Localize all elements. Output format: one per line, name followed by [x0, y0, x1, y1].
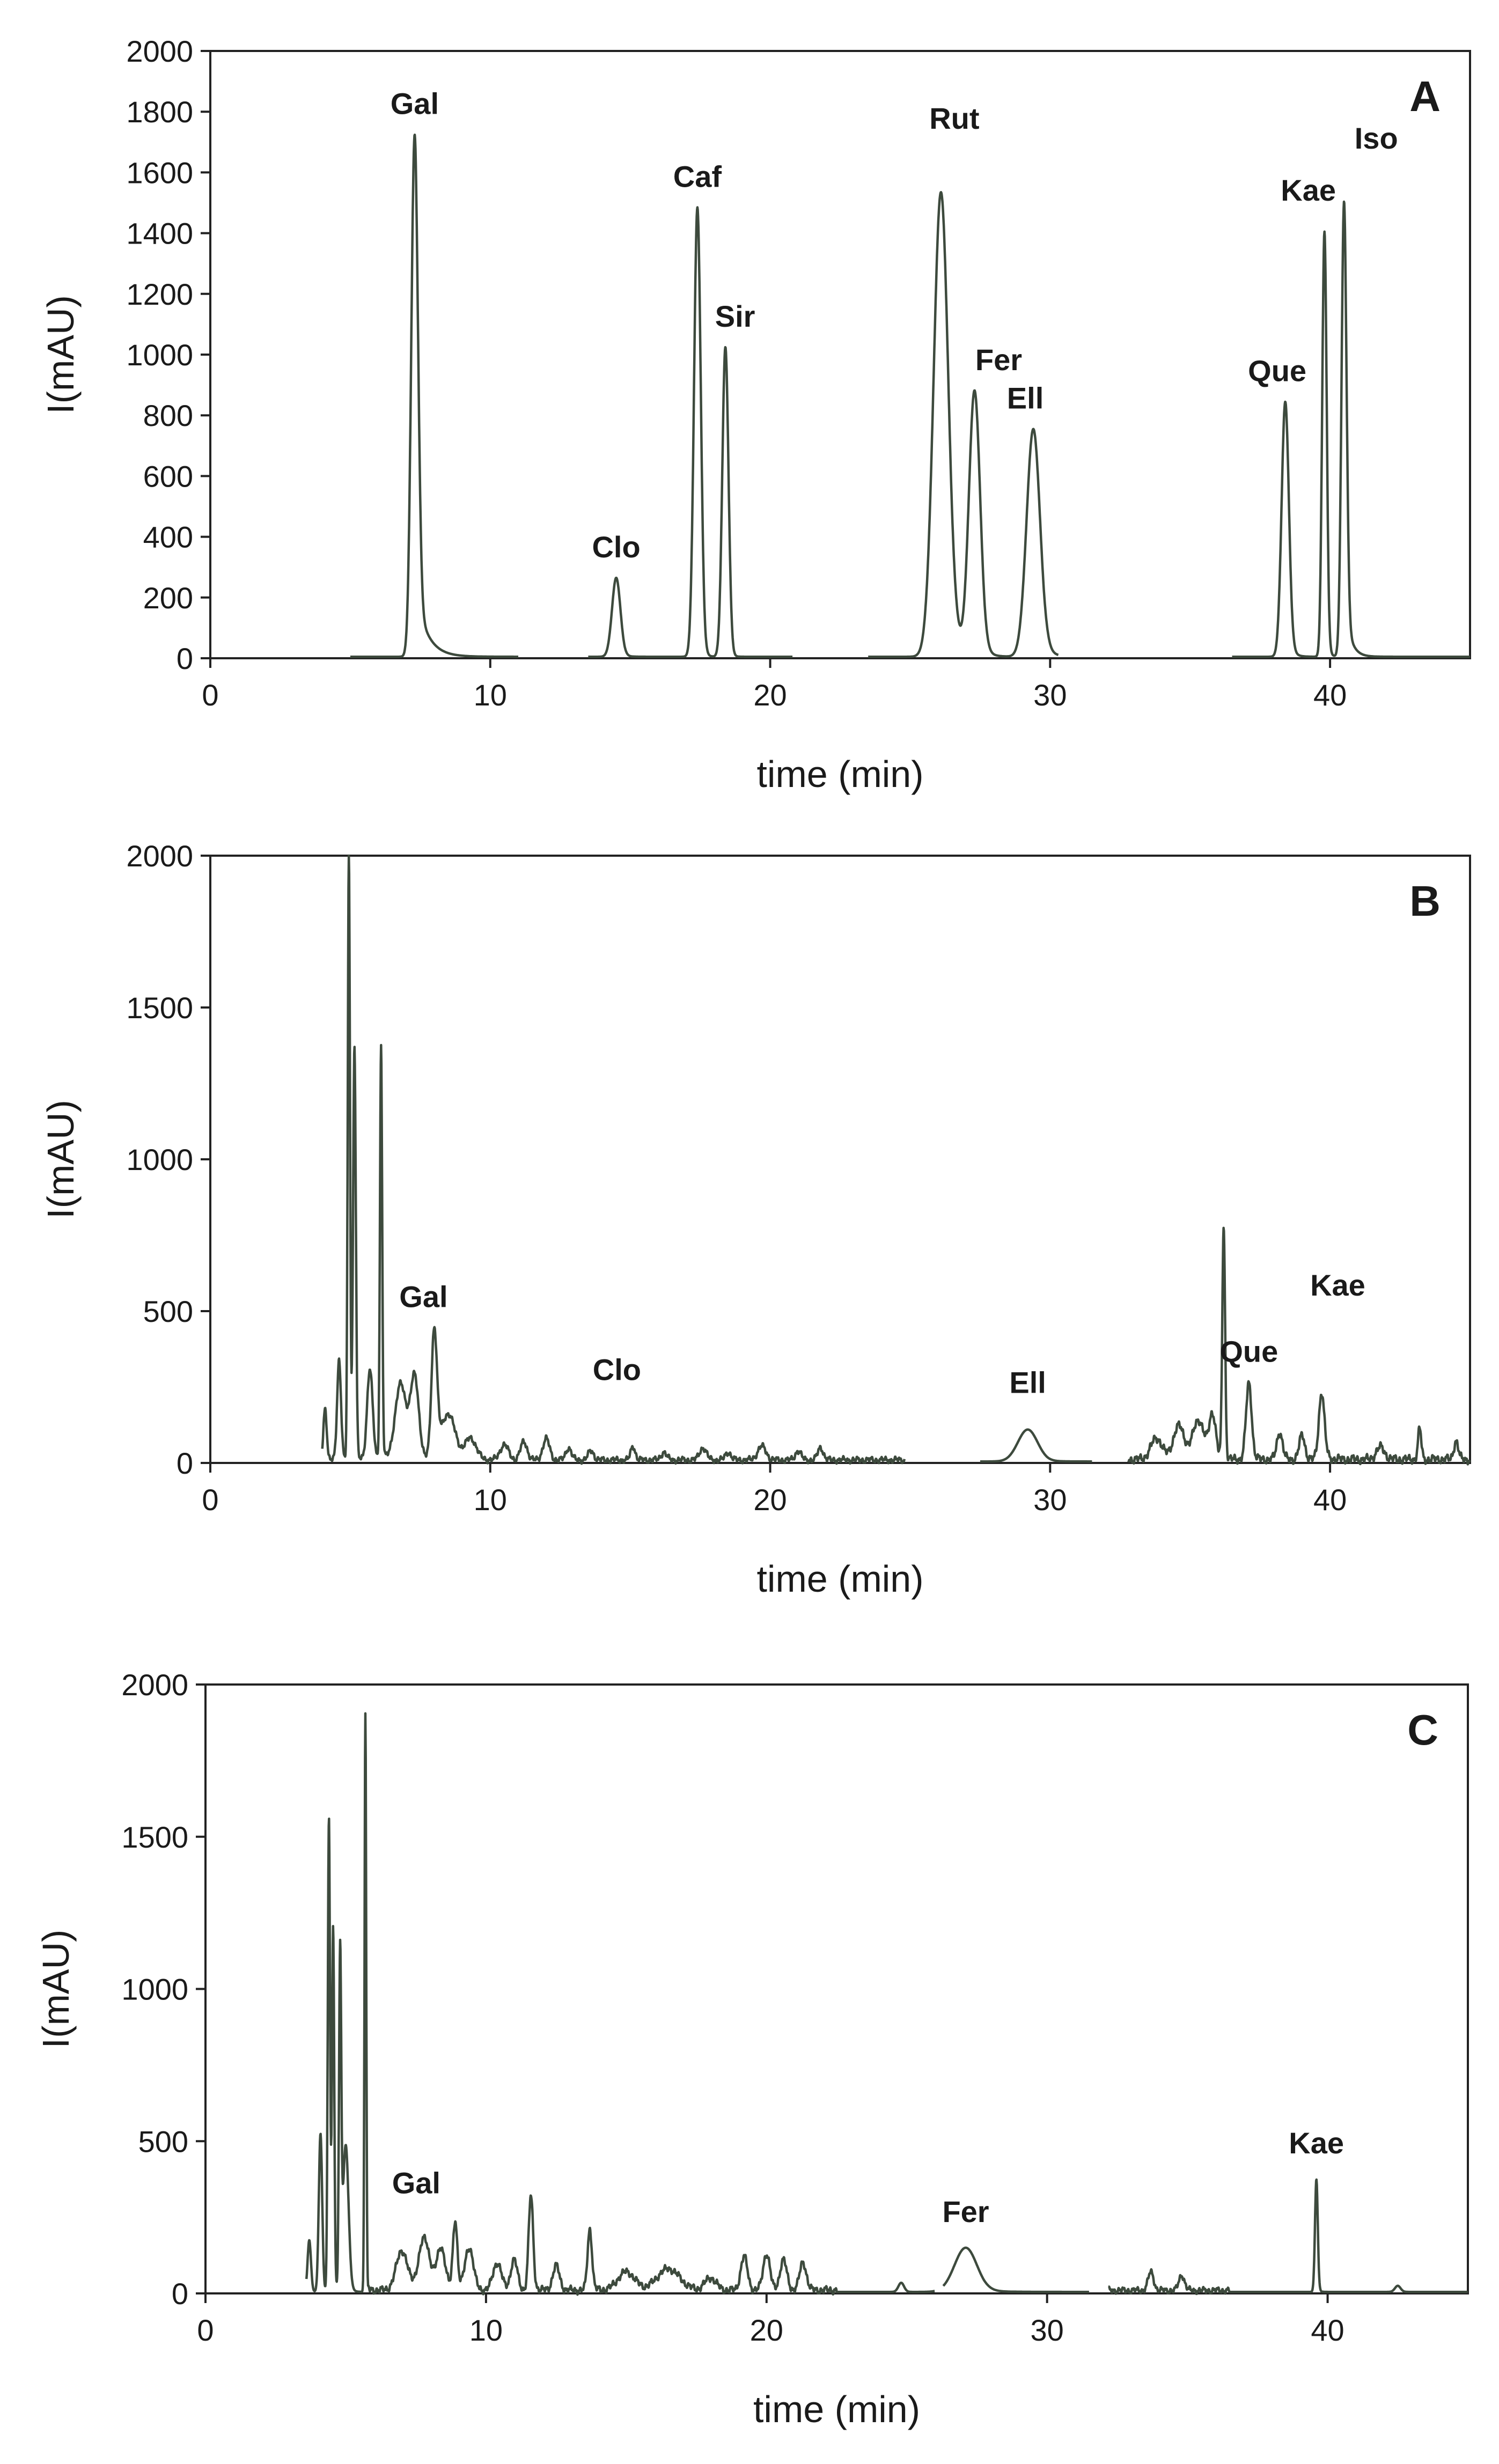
- peak-label-kae: Kae: [1289, 2126, 1344, 2160]
- x-tick-label: 10: [474, 678, 507, 712]
- x-tick-label: 40: [1311, 2313, 1344, 2347]
- trace-segment: [979, 1428, 1093, 1463]
- peak-label-iso: Iso: [1355, 121, 1398, 155]
- chromatogram-trace: [349, 133, 1471, 658]
- x-tick-label: 10: [469, 2313, 503, 2347]
- peak-label-gal: Gal: [392, 2166, 440, 2200]
- trace-segment: [1231, 200, 1471, 658]
- plot-frame: [209, 855, 1471, 1464]
- y-tick-label: 1200: [126, 277, 193, 311]
- x-tick-label: 10: [474, 1483, 507, 1517]
- y-tick-label: 500: [138, 2124, 188, 2158]
- y-tick-label: 0: [177, 642, 193, 675]
- y-tick-label: 1500: [121, 1820, 188, 1854]
- x-tick-label: 0: [202, 678, 218, 712]
- peak-label-ell: Ell: [1009, 1366, 1046, 1400]
- peak-label-caf: Caf: [673, 159, 722, 193]
- x-tick-label: 40: [1313, 678, 1347, 712]
- y-tick-label: 1600: [126, 156, 193, 189]
- peak-label-ell: Ell: [1007, 381, 1044, 415]
- trace-segment: [349, 133, 519, 658]
- panel-letter: C: [1407, 1706, 1438, 1754]
- panel-letter: A: [1409, 72, 1441, 120]
- y-tick-label: 1000: [126, 1143, 193, 1176]
- y-tick-label: 1800: [126, 95, 193, 129]
- peak-label-clo: Clo: [592, 530, 640, 564]
- y-tick-label: 2000: [126, 839, 193, 873]
- chromatogram-trace: [321, 854, 1471, 1466]
- plot-frame: [204, 1683, 1469, 2294]
- x-axis-title: time (min): [756, 1558, 923, 1600]
- chart-panel-c: 0 500 1000 1500 2000 0 10 20 30 40 time (min) I(mAU…: [35, 1668, 1469, 2430]
- x-tick-label: 0: [197, 2313, 214, 2347]
- y-tick-label: 500: [143, 1294, 193, 1328]
- trace-segment: [305, 1712, 936, 2296]
- peak-label-sir: Sir: [715, 299, 755, 333]
- y-tick-label: 400: [143, 520, 193, 554]
- peak-label-que: Que: [1248, 354, 1306, 388]
- y-tick-label: 1500: [126, 991, 193, 1025]
- peak-label-gal: Gal: [399, 1279, 447, 1313]
- x-tick-label: 0: [202, 1483, 218, 1517]
- peak-label-fer: Fer: [942, 2195, 989, 2228]
- y-tick-label: 200: [143, 581, 193, 615]
- chart-panel-b: 0 500 1000 1500 2000 0 10 20 30 40 time (min) I(mAU…: [40, 839, 1471, 1600]
- y-tick-label: 800: [143, 399, 193, 432]
- peak-label-kae: Kae: [1281, 173, 1336, 207]
- y-tick-label: 2000: [121, 1668, 188, 1702]
- trace-segment: [942, 2246, 1090, 2293]
- y-tick-label: 2000: [126, 34, 193, 68]
- trace-segment: [1127, 1226, 1471, 1466]
- x-tick-label: 30: [1031, 2313, 1064, 2347]
- y-axis-title: I(mAU): [35, 1930, 77, 2049]
- trace-segment: [1108, 2178, 1469, 2296]
- panel-letter: B: [1409, 877, 1441, 925]
- peak-label-gal: Gal: [391, 87, 439, 121]
- y-axis-title: I(mAU): [40, 1100, 82, 1219]
- x-axis-title: time (min): [753, 2388, 920, 2430]
- trace-segment: [867, 191, 1060, 658]
- peak-label-fer: Fer: [975, 343, 1022, 377]
- x-axis-title: time (min): [756, 753, 923, 795]
- y-tick-label: 0: [172, 2277, 188, 2311]
- x-tick-label: 30: [1033, 678, 1067, 712]
- y-tick-label: 1000: [121, 1973, 188, 2006]
- x-tick-label: 20: [753, 1483, 787, 1517]
- trace-segment: [587, 206, 793, 658]
- x-tick-label: 40: [1313, 1483, 1347, 1517]
- y-tick-label: 1000: [126, 338, 193, 372]
- x-tick-label: 30: [1033, 1483, 1067, 1517]
- peak-label-clo: Clo: [593, 1352, 641, 1386]
- peak-label-kae: Kae: [1310, 1268, 1365, 1302]
- trace-segment: [321, 854, 906, 1465]
- y-axis-title: I(mAU): [40, 295, 82, 414]
- y-tick-label: 0: [177, 1446, 193, 1480]
- peak-label-rut: Rut: [929, 101, 979, 135]
- peak-label-que: Que: [1219, 1334, 1278, 1368]
- x-tick-label: 20: [753, 678, 787, 712]
- y-tick-label: 600: [143, 459, 193, 493]
- chromatogram-trace: [305, 1712, 1469, 2296]
- x-tick-label: 20: [750, 2313, 783, 2347]
- chart-panel-a: 0 200 400 600 800 1000 1200 1400 1600 1800 2000 0 10…: [40, 34, 1471, 795]
- y-tick-label: 1400: [126, 217, 193, 251]
